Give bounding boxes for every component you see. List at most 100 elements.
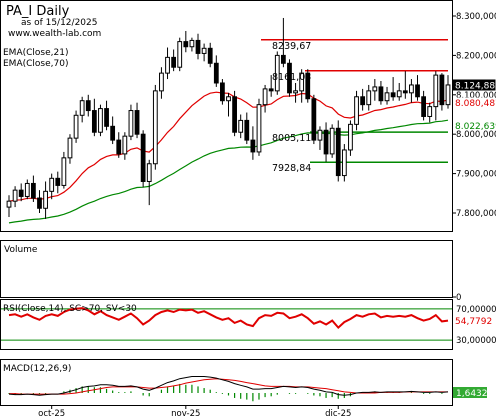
candle-body [12,189,18,202]
rsi-tick-label: 30,00000 [456,336,496,346]
price-tick-label: 8.200,000 [456,51,496,61]
candle-body [49,177,55,192]
candle-body [262,88,268,106]
candle [348,120,353,156]
candle [140,130,146,188]
ema70-line [8,119,449,224]
candle-body [293,90,298,94]
candle-body [122,135,128,155]
candle-body [61,157,67,186]
price-tick-label: 7.800,000 [456,209,496,219]
macd-series [8,376,449,402]
candle-body [43,190,48,209]
candle [341,144,347,182]
candle-body [195,39,201,54]
candle [335,120,341,182]
candle-body [67,137,73,159]
tag-background [453,387,487,398]
candle [445,75,451,109]
candle-body [256,104,262,153]
candle [177,37,183,72]
macd-signal-line [9,378,448,395]
candle [37,190,42,213]
candle [396,82,402,101]
candle-body [305,72,311,100]
candle [256,98,262,156]
candle [299,69,305,103]
candle [287,59,292,97]
candle [311,94,317,145]
tag-label: 1,6432 [456,389,488,399]
candle [12,186,18,208]
candle [232,90,237,137]
candle [378,81,384,105]
candle [293,82,298,103]
candle [433,71,439,121]
candle [238,114,244,139]
candle-body [238,119,244,133]
ema70-legend: EMA(Close,70) [3,59,68,69]
candle [6,195,12,217]
candle-body [104,108,109,127]
tag-label: 8.080,487 [455,99,496,109]
candle [250,126,256,160]
candle [159,67,164,99]
candle-body [85,100,91,112]
candle-body [329,127,335,155]
candle [390,77,396,101]
candle-body [341,149,347,177]
candle [220,79,225,105]
last-value-tag: 8.124,880 [452,79,496,91]
candle-body [421,96,427,117]
candle-body [409,84,414,94]
price-tick-label: 8.300,000 [456,12,496,22]
candle-body [189,39,195,48]
candle [360,88,366,111]
candle [49,173,55,200]
candle [24,179,30,200]
candle [183,30,189,53]
candle [73,110,79,143]
candle-body [287,62,292,94]
last-value-tag: 8.080,487 [453,97,496,109]
tag-background [453,315,495,326]
level-annotation: 8005,11 [272,133,311,144]
candle-body [165,56,170,74]
candle-body [55,177,61,186]
candle-body [201,47,207,54]
candle [329,124,335,158]
candle-body [152,90,158,165]
support-resistance-lines [261,39,448,163]
level-annotation: 7928,84 [272,163,311,174]
candle [98,104,103,137]
candle-body [396,90,402,98]
candle [244,112,250,145]
tag-label: 8.124,880 [455,81,496,91]
tag-background [453,97,495,108]
last-value-tag: 8.022,639 [453,120,496,132]
level-annotation: 8161,03 [272,72,311,83]
candle [268,75,274,97]
candle-body [30,182,36,199]
candle-body [24,182,30,197]
candle [152,84,158,170]
candle-body [378,86,384,102]
candle-body [280,54,286,64]
candle-body [207,47,213,64]
candle [305,69,311,103]
candle-body [402,90,408,94]
candle-body [183,41,189,48]
candle-body [79,100,85,116]
volume-tick-label: 0 [456,293,461,303]
candle [226,92,231,117]
x-tick-label: oct-25 [38,409,65,419]
y-axis-ticks: 8.300,000 8.200,000 8.100,000 8.000,000 7.90… [456,12,496,346]
candle [317,126,323,150]
candle-body [445,84,451,106]
candle [55,171,61,194]
x-tick-label: nov-25 [171,409,200,419]
rsi-series [1,307,452,341]
candle-body [37,197,42,209]
candle-body [226,96,231,102]
